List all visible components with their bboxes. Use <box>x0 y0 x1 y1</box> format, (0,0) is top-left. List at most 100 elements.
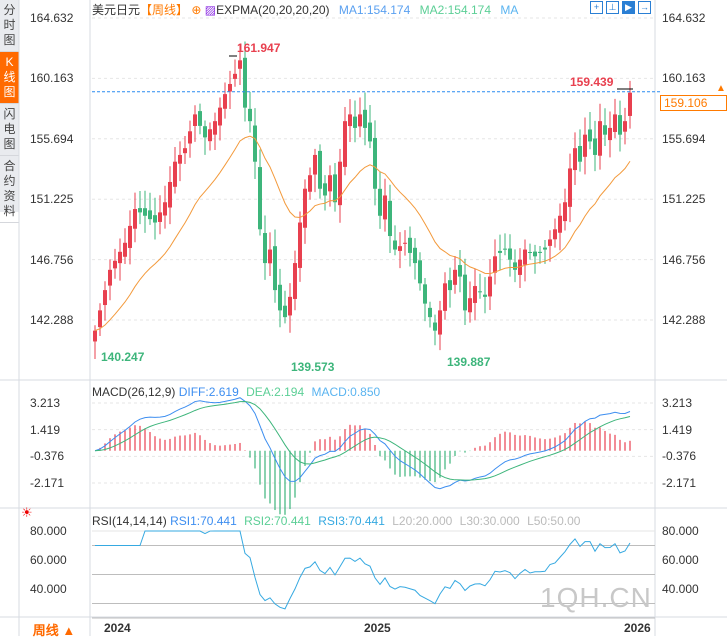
candle-body <box>523 249 527 265</box>
candle-body <box>398 246 402 251</box>
x-label-2026: 2026 <box>624 621 651 635</box>
right-axis-tick: -2.171 <box>662 476 697 490</box>
candle-body <box>353 116 357 128</box>
ma1-value: MA1:154.174 <box>338 3 411 17</box>
indicator-chart-icon[interactable]: ▨ <box>204 3 217 17</box>
scroll-up-icon[interactable]: ▲ <box>716 83 726 94</box>
tab-minute-chart[interactable]: 分时图 <box>0 0 19 52</box>
candle-body <box>233 73 237 79</box>
candle-body <box>438 310 442 335</box>
candle-body <box>343 121 347 167</box>
right-axis-tick: 80.000 <box>662 524 699 538</box>
current-price-box: 159.106 <box>660 95 727 111</box>
candle-body <box>303 188 307 228</box>
candle-body <box>543 247 547 250</box>
candle-body <box>473 286 477 303</box>
candle-body <box>463 274 467 311</box>
candle-body <box>133 209 137 229</box>
candle-body <box>163 202 167 216</box>
left-axis-tick: 142.288 <box>30 313 74 327</box>
tab-flash-chart[interactable]: 闪电图 <box>0 104 19 156</box>
main-chart-header: 美元日元【周线】 ⊕ ▨EXPMA(20,20,20,20) MA1:154.1… <box>92 1 518 18</box>
candle-body <box>373 137 377 189</box>
rsi2-value: RSI2:70.441 <box>244 514 311 528</box>
candle-body <box>453 269 457 285</box>
candle-body <box>348 114 352 127</box>
right-axis-tick: 151.225 <box>662 192 706 207</box>
right-axis-tick: 164.632 <box>662 11 706 25</box>
left-axis-tick: -2.171 <box>30 476 65 490</box>
zoom-in-icon[interactable]: ⊥ <box>606 1 619 14</box>
tab-contract-info[interactable]: 合约资料 <box>0 156 19 223</box>
candle-body <box>253 125 257 162</box>
candle-body <box>443 283 447 311</box>
zoom-out-icon[interactable]: ▶ <box>622 1 635 14</box>
candle-body <box>218 107 222 126</box>
candle-body <box>333 174 337 203</box>
candle-body <box>623 121 627 132</box>
candle-body <box>203 126 207 138</box>
right-axis-tick: 40.000 <box>662 582 699 596</box>
candle-body <box>433 322 437 331</box>
exit-icon[interactable]: → <box>638 1 651 14</box>
x-label-2025: 2025 <box>364 621 391 635</box>
candle-body <box>183 148 187 154</box>
candle-body <box>483 294 487 297</box>
crosshair-icon[interactable]: + <box>590 1 603 14</box>
candle-body <box>383 195 387 220</box>
expma-line <box>94 135 631 332</box>
candle-body <box>98 310 102 328</box>
period-selector-button[interactable]: 周线 ▲ <box>32 623 76 638</box>
candle-body <box>258 167 262 230</box>
candle-body <box>628 92 632 116</box>
recent-high-label: 159.439 <box>570 75 614 89</box>
candle-body <box>228 83 232 92</box>
candle-body <box>238 60 242 69</box>
settings-sun-icon[interactable]: ☀ <box>21 505 33 520</box>
candle-body <box>493 256 497 273</box>
candle-body <box>263 233 267 264</box>
right-axis-tick: 160.163 <box>662 71 706 86</box>
left-axis-tick: 151.225 <box>30 192 74 207</box>
right-axis-tick: 1.419 <box>662 422 693 437</box>
candle-body <box>103 290 107 306</box>
add-icon[interactable]: ⊕ <box>191 3 202 17</box>
chart-type-sidebar: 分时图 K线图 闪电图 合约资料 <box>0 0 19 223</box>
candle-body <box>363 109 367 128</box>
candle-body <box>323 183 327 196</box>
candle-body <box>358 114 362 127</box>
candle-body <box>498 250 502 253</box>
l50-value: L50:50.00 <box>527 514 581 528</box>
macd-value: MACD:0.850 <box>311 385 381 399</box>
candle-body <box>268 249 272 264</box>
rsi3-value: RSI3:70.441 <box>318 514 385 528</box>
macd-title: MACD(26,12,9) <box>92 385 176 399</box>
candle-body <box>488 276 492 297</box>
candle-body <box>548 239 552 246</box>
chart-toolbar: + ⊥ ▶ → <box>590 1 651 14</box>
diff-line <box>94 397 631 490</box>
right-axis-tick: 155.694 <box>662 131 706 146</box>
low-label-2025: 139.887 <box>447 355 491 369</box>
candle-body <box>293 263 297 299</box>
candle-body <box>93 330 97 342</box>
candle-body <box>468 298 472 313</box>
candle-body <box>273 246 277 291</box>
candle-body <box>428 307 432 318</box>
rsi-line <box>95 530 631 610</box>
candle-body <box>188 131 192 144</box>
indicator-name: EXPMA(20,20,20,20) <box>216 3 330 17</box>
low-label-sep-2024: 139.573 <box>291 360 335 374</box>
candle-body <box>318 150 322 189</box>
candle-body <box>108 269 112 286</box>
candle-body <box>563 202 567 222</box>
right-axis-tick: -0.376 <box>662 449 697 464</box>
tab-k-line-chart[interactable]: K线图 <box>0 52 19 104</box>
candle-body <box>223 94 227 109</box>
left-axis-tick: 1.419 <box>30 422 61 437</box>
left-axis-tick: 80.000 <box>30 524 67 538</box>
right-axis-tick: 146.756 <box>662 252 706 267</box>
period-label: 【周线】 <box>140 3 189 17</box>
candle-body <box>573 148 577 171</box>
